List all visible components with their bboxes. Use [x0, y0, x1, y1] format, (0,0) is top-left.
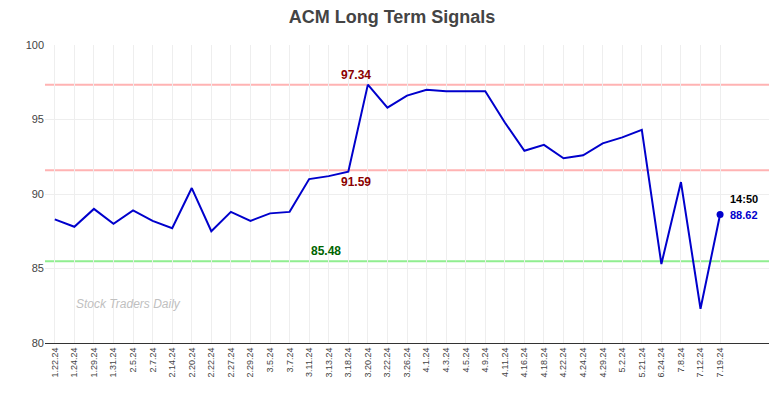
- svg-text:91.59: 91.59: [341, 175, 371, 189]
- svg-text:2.27.24: 2.27.24: [226, 348, 236, 378]
- svg-text:1.24.24: 1.24.24: [69, 348, 79, 378]
- svg-text:3.22.24: 3.22.24: [382, 348, 392, 378]
- svg-text:3.18.24: 3.18.24: [343, 348, 353, 378]
- svg-text:ACM Long Term Signals: ACM Long Term Signals: [289, 7, 496, 27]
- svg-text:1.31.24: 1.31.24: [108, 348, 118, 378]
- svg-text:4.5.24: 4.5.24: [461, 348, 471, 373]
- svg-text:100: 100: [26, 39, 44, 51]
- svg-text:3.20.24: 3.20.24: [363, 348, 373, 378]
- svg-text:4.16.24: 4.16.24: [519, 348, 529, 378]
- svg-text:3.11.24: 3.11.24: [304, 348, 314, 377]
- svg-text:3.7.24: 3.7.24: [285, 348, 295, 373]
- svg-text:5.2.24: 5.2.24: [617, 348, 627, 373]
- svg-text:4.11.24: 4.11.24: [500, 348, 510, 377]
- svg-text:4.9.24: 4.9.24: [480, 348, 490, 373]
- svg-text:1.22.24: 1.22.24: [50, 348, 60, 378]
- svg-text:4.22.24: 4.22.24: [558, 348, 568, 378]
- svg-text:88.62: 88.62: [730, 209, 758, 221]
- svg-text:3.5.24: 3.5.24: [265, 348, 275, 373]
- svg-text:2.22.24: 2.22.24: [206, 348, 216, 378]
- svg-text:2.20.24: 2.20.24: [187, 348, 197, 378]
- svg-text:1.29.24: 1.29.24: [89, 348, 99, 378]
- svg-text:4.1.24: 4.1.24: [421, 348, 431, 373]
- svg-text:6.24.24: 6.24.24: [656, 348, 666, 378]
- svg-text:95: 95: [32, 113, 44, 125]
- svg-text:4.18.24: 4.18.24: [539, 348, 549, 378]
- svg-text:7.8.24: 7.8.24: [676, 348, 686, 373]
- svg-text:85.48: 85.48: [311, 244, 341, 258]
- svg-text:97.34: 97.34: [341, 68, 371, 82]
- svg-text:7.19.24: 7.19.24: [715, 348, 725, 378]
- svg-text:4.29.24: 4.29.24: [598, 348, 608, 378]
- svg-text:90: 90: [32, 188, 44, 200]
- svg-text:2.14.24: 2.14.24: [167, 348, 177, 378]
- svg-text:3.13.24: 3.13.24: [324, 348, 334, 378]
- svg-text:4.3.24: 4.3.24: [441, 348, 451, 373]
- svg-text:3.26.24: 3.26.24: [402, 348, 412, 378]
- svg-text:85: 85: [32, 262, 44, 274]
- svg-text:2.29.24: 2.29.24: [245, 348, 255, 378]
- svg-text:5.21.24: 5.21.24: [637, 348, 647, 378]
- svg-text:80: 80: [32, 337, 44, 349]
- svg-text:2.7.24: 2.7.24: [148, 348, 158, 373]
- svg-text:7.12.24: 7.12.24: [695, 348, 705, 378]
- svg-text:4.24.24: 4.24.24: [578, 348, 588, 378]
- svg-text:Stock Traders Daily: Stock Traders Daily: [76, 297, 181, 311]
- svg-text:14:50: 14:50: [730, 193, 758, 205]
- svg-text:2.5.24: 2.5.24: [128, 348, 138, 373]
